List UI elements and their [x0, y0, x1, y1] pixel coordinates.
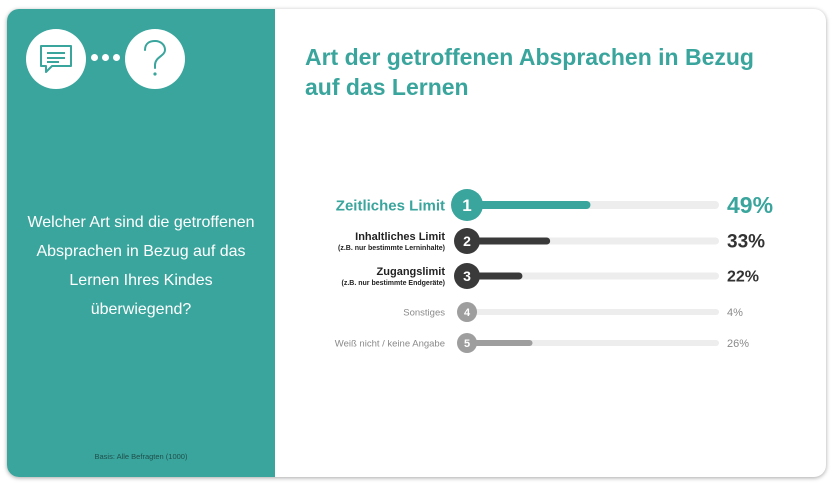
bar-2 — [467, 237, 551, 245]
category-label: Weiß nicht / keine Angabe — [335, 338, 445, 349]
question-mark-icon — [125, 29, 185, 89]
bar-5 — [467, 340, 533, 346]
rank-number-2: 2 — [463, 233, 471, 249]
category-sublabel: (z.B. nur bestimmte Lerninhalte) — [338, 245, 445, 252]
chart-title: Art der getroffenen Absprachen in Bezug … — [305, 44, 754, 100]
question-panel: Welcher Art sind die getroffenen Absprac… — [7, 9, 275, 477]
bar-track — [467, 272, 719, 280]
bar-chart: 1 Zeitliches Limit 49% 2 Inhaltliches Limit (… — [7, 9, 826, 477]
rank-badge-4 — [457, 302, 477, 322]
bar-track — [467, 309, 719, 315]
rank-number-1: 1 — [462, 196, 471, 215]
survey-question: Welcher Art sind die getroffenen Absprac… — [27, 214, 255, 318]
bar-3 — [467, 272, 523, 280]
chat-bubble-icon — [26, 29, 86, 89]
category-label: Sonstiges — [403, 307, 445, 318]
value-label: 33% — [727, 232, 765, 253]
rank-badge-2 — [454, 228, 480, 254]
bar-1 — [467, 201, 591, 209]
category-label: Zugangslimit — [377, 266, 446, 278]
value-label: 26% — [727, 338, 749, 350]
sample-basis-note: Basis: Alle Befragten (1000) — [94, 452, 188, 461]
rank-badge-3 — [454, 263, 480, 289]
value-label: 22% — [727, 269, 759, 286]
category-label: Zeitliches Limit — [336, 197, 445, 214]
rank-number-5: 5 — [464, 338, 470, 350]
value-label: 49% — [727, 192, 773, 218]
rank-number-3: 3 — [463, 268, 471, 284]
category-label: Inhaltliches Limit — [355, 231, 445, 243]
ellipsis-dots — [91, 54, 121, 64]
survey-card: Welcher Art sind die getroffenen Absprac… — [7, 9, 826, 477]
rank-badge-1 — [451, 189, 483, 221]
rank-number-4: 4 — [464, 307, 471, 319]
value-label: 4% — [727, 307, 743, 319]
category-sublabel: (z.B. nur bestimmte Endgeräte) — [342, 280, 445, 287]
rank-badge-5 — [457, 333, 477, 353]
bar-chart-svg: 1 Zeitliches Limit 49% 2 Inhaltliches Limit (… — [335, 189, 773, 353]
